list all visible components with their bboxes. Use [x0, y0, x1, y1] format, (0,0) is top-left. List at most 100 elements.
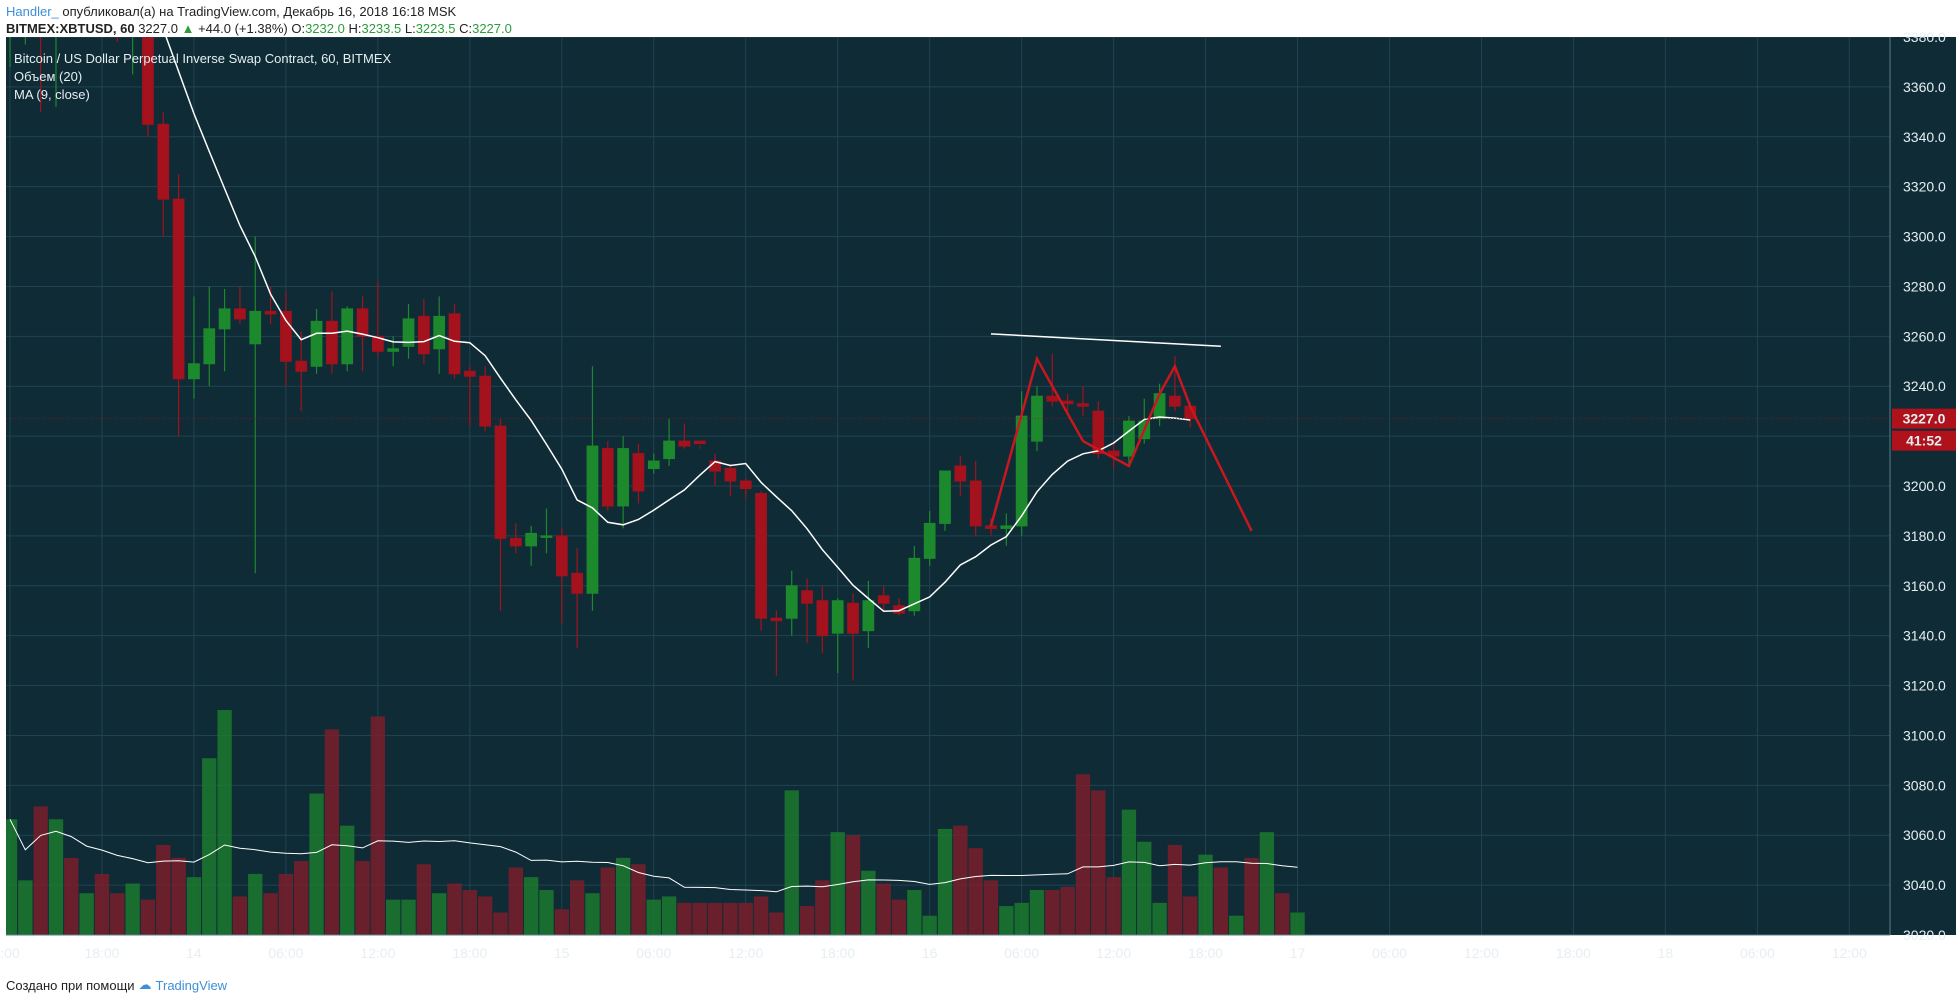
- candle-body: [142, 37, 154, 125]
- candle-body: [1046, 395, 1059, 402]
- y-tick-label: 3200.0: [1903, 478, 1946, 494]
- volume-bar: [1137, 841, 1152, 935]
- up-arrow-icon: ▲: [181, 21, 195, 36]
- volume-bars: [6, 710, 1305, 935]
- publish-text: опубликовал(а) на TradingView.com, Декаб…: [62, 4, 457, 19]
- volume-bar: [554, 909, 569, 935]
- volume-bar: [18, 880, 33, 935]
- candle-body: [571, 572, 583, 594]
- volume-bar: [692, 902, 707, 935]
- price-tag-label: 3227.0: [1903, 411, 1946, 427]
- high-value: 3233.5: [361, 21, 402, 36]
- x-tick-label: 18:00: [84, 945, 119, 961]
- x-tick-label: 18:00: [452, 945, 487, 961]
- x-tick-label: 17: [1290, 945, 1306, 961]
- y-tick-label: 3020.0: [1903, 927, 1946, 943]
- volume-bar: [1275, 893, 1290, 935]
- author-link[interactable]: Handler_: [6, 4, 59, 19]
- x-tick-label: 14: [186, 945, 202, 961]
- volume-bar: [769, 912, 784, 935]
- volume-bar: [1014, 902, 1029, 935]
- y-tick-label: 3380.0: [1903, 29, 1946, 45]
- tradingview-link[interactable]: TradingView: [155, 977, 228, 993]
- close-value: 3227.0: [472, 21, 512, 36]
- x-tick-label: 12:00: [1096, 945, 1131, 961]
- x-tick-label: 16: [922, 945, 938, 961]
- y-tick-label: 3340.0: [1903, 129, 1946, 145]
- volume-bar: [447, 883, 462, 935]
- candle-body: [280, 310, 292, 362]
- volume-bar: [125, 883, 140, 935]
- candle-body: [1169, 395, 1181, 407]
- y-tick-label: 3280.0: [1903, 278, 1946, 294]
- candle-body: [831, 600, 844, 634]
- x-tick-label: 06:00: [636, 945, 671, 961]
- candle-body: [1077, 403, 1089, 407]
- symbol-info: BITMEX:XBTUSD, 60 3227.0 ▲ +44.0 (+1.38%…: [6, 21, 512, 36]
- volume-bar: [723, 902, 738, 935]
- volume-bar: [294, 861, 309, 935]
- candle-body: [985, 525, 997, 529]
- volume-bar: [953, 825, 968, 935]
- x-tick-label: 06:00: [1372, 945, 1407, 961]
- x-tick-label: 12:00: [1464, 945, 1499, 961]
- volume-bar: [585, 893, 600, 935]
- volume-bar: [707, 902, 723, 935]
- volume-bar: [753, 896, 769, 935]
- volume-bar: [110, 893, 125, 935]
- candle-body: [402, 318, 415, 347]
- candle-body: [678, 440, 691, 447]
- y-tick-label: 3240.0: [1903, 378, 1946, 394]
- volume-bar: [217, 710, 232, 935]
- symbol-name: BITMEX:XBTUSD, 60: [6, 21, 135, 36]
- volume-bar: [94, 873, 110, 935]
- candle-body: [463, 370, 476, 377]
- y-tick-label: 3260.0: [1903, 328, 1946, 344]
- y-tick-label: 3160.0: [1903, 578, 1946, 594]
- candle-body: [387, 348, 400, 352]
- candles: [9, 0, 1197, 681]
- y-tick-label: 3100.0: [1903, 727, 1946, 743]
- y-tick-label: 3300.0: [1903, 229, 1946, 245]
- candle-body: [112, 0, 123, 32]
- volume-bar: [248, 873, 263, 935]
- volume-bar: [340, 825, 355, 935]
- volume-bar: [523, 877, 539, 935]
- y-tick-label: 3320.0: [1903, 179, 1946, 195]
- x-tick-label: 06:00: [1004, 945, 1039, 961]
- candle-body: [295, 360, 308, 372]
- volume-bar: [1290, 912, 1305, 935]
- volume-bar: [202, 758, 217, 935]
- candle-body: [555, 535, 568, 577]
- candle-body: [939, 470, 951, 524]
- candle-body: [801, 590, 813, 604]
- volume-bar: [1045, 890, 1060, 935]
- candle-body: [954, 465, 967, 482]
- volume-bar: [6, 819, 18, 935]
- candle-body: [816, 600, 829, 637]
- y-tick-label: 3040.0: [1903, 877, 1946, 893]
- price-marker: 3227.0 41:52: [6, 408, 1956, 451]
- low-value: 3223.5: [415, 21, 456, 36]
- candle-body: [203, 328, 216, 365]
- candle-body: [448, 313, 461, 375]
- volume-bar: [631, 864, 646, 935]
- volume-bar: [891, 899, 907, 935]
- candle-body: [663, 440, 675, 460]
- volume-bar: [799, 906, 815, 935]
- volume-bar: [646, 899, 661, 935]
- candle-body: [218, 308, 231, 330]
- volume-bar: [401, 899, 416, 935]
- countdown-tag: [1892, 430, 1956, 451]
- candle-body: [540, 535, 553, 538]
- candle-body: [341, 308, 354, 365]
- volume-bar: [171, 857, 186, 935]
- candle-body: [724, 468, 737, 482]
- x-axis: :00 18:00 14 06:00 12:00 18:00 15 06:00 12:00 18:…: [0, 934, 1890, 961]
- open-label: O:: [291, 21, 306, 36]
- volume-bar: [815, 880, 830, 935]
- y-tick-label: 3080.0: [1903, 777, 1946, 793]
- y-tick-label: 3360.0: [1903, 79, 1946, 95]
- candle-body: [356, 308, 369, 337]
